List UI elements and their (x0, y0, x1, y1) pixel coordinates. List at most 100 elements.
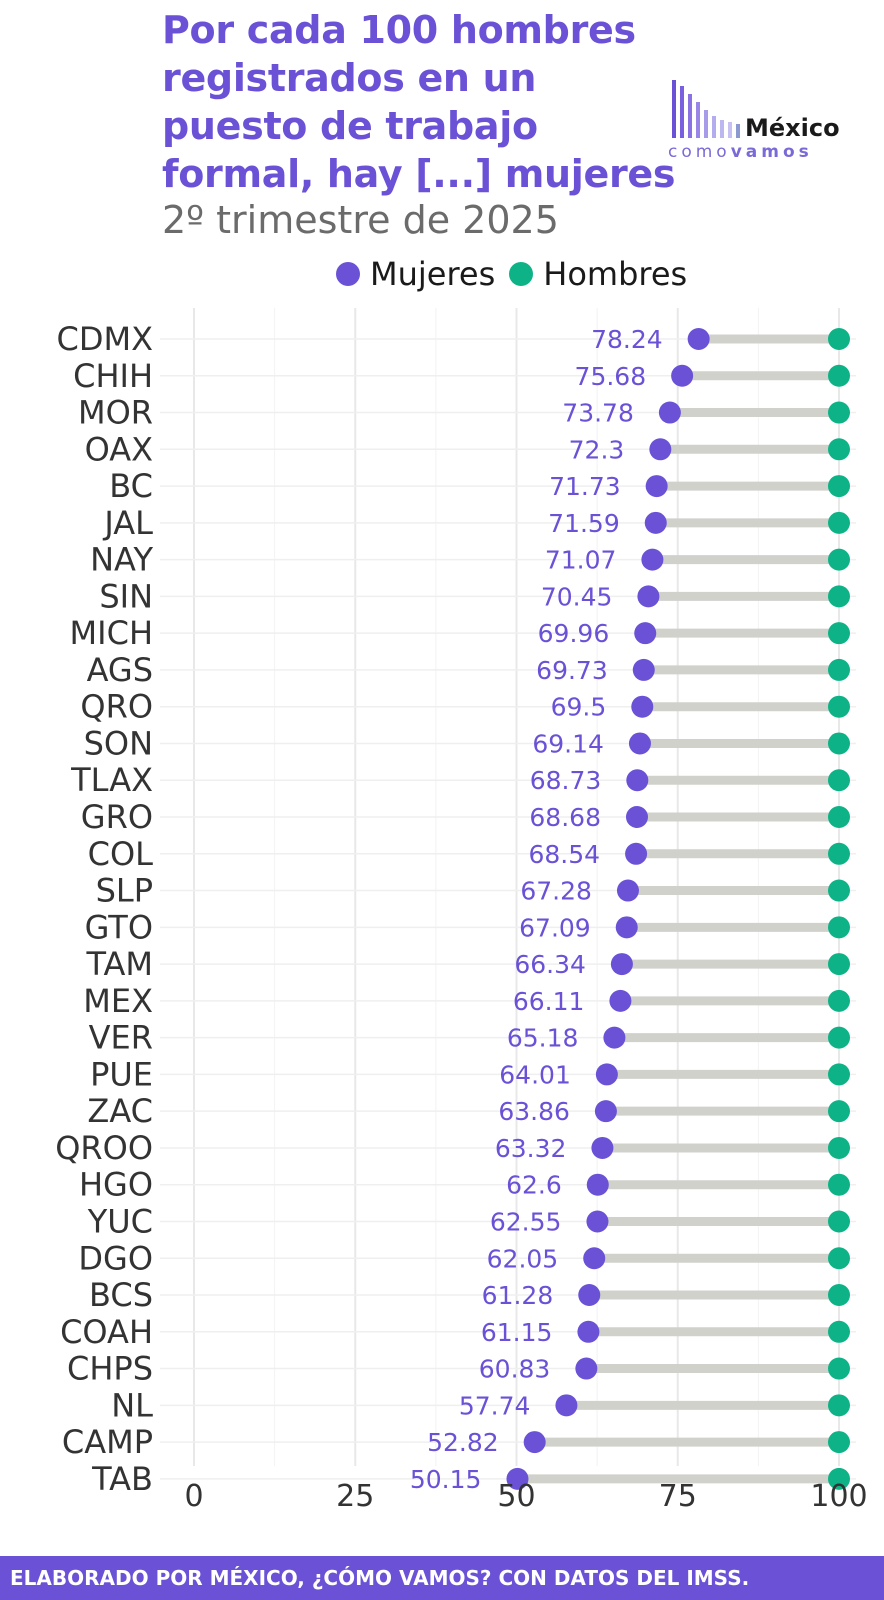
category-label: TAB (91, 1460, 153, 1498)
category-label: COL (88, 835, 154, 873)
hombres-point (828, 916, 850, 939)
hombres-point (828, 879, 850, 902)
data-label: 65.18 (507, 1024, 579, 1053)
mujeres-point (583, 1247, 606, 1270)
category-label: SLP (96, 872, 153, 910)
data-label: 62.6 (506, 1171, 562, 1200)
hombres-point (828, 1247, 850, 1270)
hombres-point (828, 842, 850, 865)
hombres-point (828, 1394, 850, 1417)
data-label: 69.5 (551, 693, 607, 722)
mujeres-point (615, 916, 638, 939)
category-label: VER (89, 1019, 153, 1057)
hombres-point (828, 989, 850, 1012)
mujeres-point (555, 1394, 578, 1417)
mujeres-point (591, 1136, 614, 1159)
category-label: JAL (102, 504, 153, 542)
hombres-point (828, 475, 850, 498)
category-label: TLAX (70, 761, 153, 799)
chart-subtitle: 2º trimestre de 2025 (162, 198, 559, 242)
hombres-point (828, 1210, 850, 1233)
mujeres-point (575, 1357, 598, 1380)
category-label: SIN (99, 577, 153, 615)
mujeres-point (658, 401, 681, 424)
data-label: 66.11 (513, 987, 585, 1016)
data-label: 70.45 (541, 582, 613, 611)
mujeres-point (641, 548, 664, 571)
hombres-point (828, 401, 850, 424)
data-label: 67.09 (519, 913, 591, 942)
category-label: ZAC (87, 1092, 153, 1130)
mujeres-point (506, 1467, 529, 1490)
hombres-point (828, 1100, 850, 1123)
mujeres-point (625, 806, 648, 829)
data-label: 67.28 (520, 877, 592, 906)
hombres-point (828, 1284, 850, 1307)
category-label: GRO (81, 798, 153, 836)
logo-bars-icon (672, 80, 740, 138)
logo-tagline-plain: como (668, 142, 731, 162)
mujeres-point (523, 1431, 546, 1454)
mujeres-point (631, 695, 654, 718)
mujeres-point (644, 511, 667, 534)
data-label: 78.24 (591, 325, 663, 354)
mujeres-point (616, 879, 639, 902)
category-label: TAM (85, 945, 153, 983)
data-label: 69.96 (538, 619, 610, 648)
category-label: BCS (89, 1276, 153, 1314)
mujeres-point (632, 658, 655, 681)
mujeres-point (578, 1284, 601, 1307)
mujeres-point (634, 622, 657, 645)
category-label: YUC (87, 1202, 153, 1240)
category-label: NL (111, 1386, 153, 1424)
mujeres-point (586, 1173, 609, 1196)
hombres-point (828, 769, 850, 792)
hombres-point (828, 328, 850, 350)
mujeres-point (637, 585, 660, 608)
category-label: HGO (79, 1166, 153, 1204)
data-label: 68.68 (529, 803, 601, 832)
legend-item-mujeres: Mujeres (336, 255, 495, 293)
legend-swatch-mujeres (336, 262, 360, 286)
dumbbell-chart: 78.24 CDMX 75.68 CHIH 73.78 MOR 72.3 OAX 71.73 BC… (55, 308, 868, 1514)
hombres-point (828, 511, 850, 534)
hombres-point (828, 548, 850, 571)
category-label: PUE (90, 1055, 153, 1093)
data-label: 68.73 (530, 766, 602, 795)
data-label: 52.82 (427, 1428, 499, 1457)
hombres-point (828, 1026, 850, 1049)
category-label: QROO (55, 1129, 153, 1167)
data-label: 71.07 (545, 546, 617, 575)
hombres-point (828, 1136, 850, 1159)
category-label: QRO (80, 688, 153, 726)
mujeres-point (595, 1063, 618, 1086)
legend-label-hombres: Hombres (543, 255, 688, 293)
hombres-point (828, 1357, 850, 1380)
hombres-point (828, 732, 850, 755)
logo-tagline: comovamos (668, 142, 813, 162)
x-tick-label: 100 (810, 1479, 867, 1514)
mujeres-point (577, 1320, 600, 1343)
x-tick-label: 0 (184, 1479, 203, 1514)
mujeres-point (594, 1100, 617, 1123)
legend-swatch-hombres (509, 262, 534, 286)
hombres-point (828, 1063, 850, 1086)
data-label: 50.15 (410, 1465, 482, 1494)
data-label: 61.15 (481, 1318, 553, 1347)
mujeres-point (609, 989, 632, 1012)
data-label: 64.01 (499, 1060, 571, 1089)
data-label: 60.83 (479, 1355, 551, 1384)
mujeres-point (649, 438, 672, 461)
data-label: 71.73 (549, 472, 621, 501)
legend-label-mujeres: Mujeres (370, 255, 496, 293)
data-label: 69.73 (536, 656, 608, 685)
footer-source-text: ELABORADO POR MÉXICO, ¿CÓMO VAMOS? CON D… (10, 1566, 750, 1590)
data-label: 62.05 (487, 1244, 559, 1273)
x-tick-label: 50 (497, 1479, 535, 1514)
logo-wordmark: México (745, 114, 840, 142)
category-label: MEX (83, 982, 153, 1020)
category-label: BC (109, 467, 153, 505)
category-label: MOR (78, 394, 153, 432)
mujeres-point (610, 953, 633, 976)
hombres-point (828, 1467, 850, 1490)
